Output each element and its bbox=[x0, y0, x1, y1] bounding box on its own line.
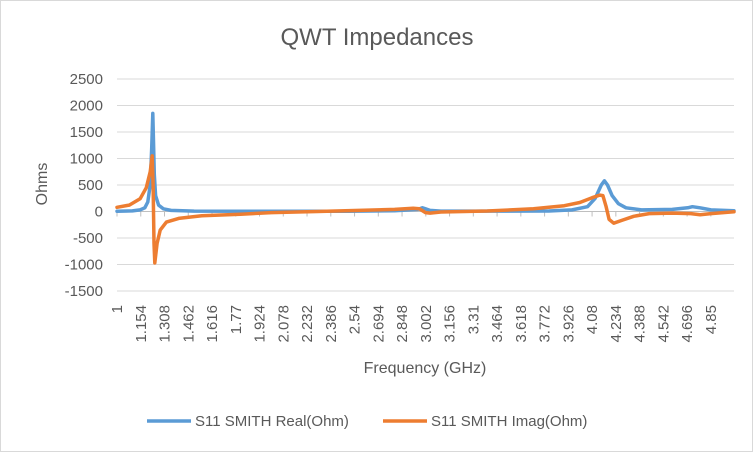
x-tick-label: 1.616 bbox=[204, 305, 221, 343]
x-tick-label: 2.694 bbox=[370, 305, 387, 343]
x-tick-label: 1.308 bbox=[157, 305, 174, 343]
legend: S11 SMITH Real(Ohm) S11 SMITH Imag(Ohm) bbox=[147, 413, 587, 430]
series-lines bbox=[115, 111, 736, 265]
y-tick-label: 1500 bbox=[70, 124, 103, 141]
y-tick-label: -1000 bbox=[65, 257, 103, 274]
x-tick-label: 3.772 bbox=[537, 305, 554, 343]
x-tick-label: 2.848 bbox=[394, 305, 411, 343]
legend-label-1: S11 SMITH Real(Ohm) bbox=[195, 413, 349, 430]
x-tick-label: 2.232 bbox=[299, 305, 316, 343]
x-tick-label: 4.542 bbox=[655, 305, 672, 343]
x-tick-label: 4.08 bbox=[584, 305, 601, 334]
x-tick-label: 1.154 bbox=[133, 305, 150, 343]
x-tick-label: 4.234 bbox=[608, 305, 625, 343]
chart-title: QWT Impedances bbox=[281, 24, 474, 51]
x-tick-label: 2.078 bbox=[275, 305, 292, 343]
y-axis-ticks: 2500 2000 1500 1000 500 0 -500 -1000 -1500 bbox=[65, 71, 103, 300]
series-line-2 bbox=[115, 154, 736, 265]
x-axis-title: Frequency (GHz) bbox=[364, 360, 487, 377]
x-tick-label: 1.77 bbox=[228, 305, 245, 334]
y-tick-label: 500 bbox=[78, 177, 103, 194]
y-tick-label: -500 bbox=[73, 230, 103, 247]
x-tick-label: 4.85 bbox=[703, 305, 720, 334]
x-tick-label: 3.31 bbox=[465, 305, 482, 334]
x-tick-label: 4.696 bbox=[679, 305, 696, 343]
x-tick-label: 3.926 bbox=[560, 305, 577, 343]
x-tick-label: 2.54 bbox=[347, 305, 364, 334]
x-tick-label: 3.464 bbox=[489, 305, 506, 343]
y-axis-title: Ohms bbox=[34, 163, 51, 206]
x-tick-label: 1.924 bbox=[252, 305, 269, 343]
series-line-1 bbox=[115, 111, 736, 214]
x-tick-label: 1.462 bbox=[180, 305, 197, 343]
x-tick-label: 1 bbox=[109, 305, 126, 313]
y-tick-label: 2000 bbox=[70, 98, 103, 115]
y-tick-label: 2500 bbox=[70, 71, 103, 88]
x-tick-label: 4.388 bbox=[632, 305, 649, 343]
x-axis-ticks: 1 1.154 1.308 1.462 1.616 1.77 1.924 2.078 2.232… bbox=[109, 211, 720, 343]
x-tick-label: 3.618 bbox=[513, 305, 530, 343]
x-tick-label: 3.156 bbox=[442, 305, 459, 343]
legend-label-2: S11 SMITH Imag(Ohm) bbox=[431, 413, 587, 430]
y-tick-label: -1500 bbox=[65, 283, 103, 300]
y-tick-label: 1000 bbox=[70, 151, 103, 168]
x-tick-label: 3.002 bbox=[418, 305, 435, 343]
gridlines bbox=[117, 78, 734, 292]
x-tick-label: 2.386 bbox=[323, 305, 340, 343]
y-tick-label: 0 bbox=[95, 204, 103, 221]
